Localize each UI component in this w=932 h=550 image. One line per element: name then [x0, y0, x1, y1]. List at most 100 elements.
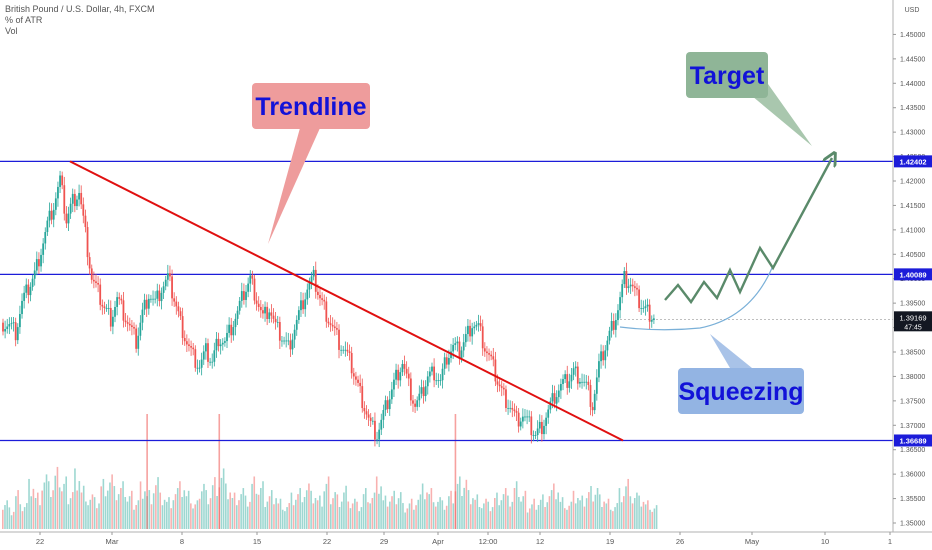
candle-body	[283, 340, 285, 342]
volume-bar	[242, 488, 245, 529]
volume-bar	[437, 501, 439, 529]
volume-bar	[198, 498, 201, 529]
candle-body	[414, 403, 416, 407]
volume-bar	[603, 501, 605, 529]
volume-bar	[555, 499, 557, 529]
volume-bar	[642, 501, 645, 529]
candle-body	[363, 408, 366, 412]
candle-body	[424, 386, 427, 397]
candle-body	[551, 393, 554, 402]
candle-body	[426, 376, 429, 387]
volume-bar	[485, 498, 487, 529]
candle-body	[80, 192, 83, 205]
atr-indicator-label: % of ATR	[5, 15, 43, 25]
volume-bar	[297, 494, 299, 529]
candle-body	[21, 300, 23, 315]
candle-body	[557, 390, 560, 398]
currency-label: USD	[905, 7, 920, 14]
candle-body	[300, 300, 302, 311]
volume-bar	[478, 507, 481, 529]
candle-body	[217, 338, 220, 347]
volume-bar	[421, 483, 424, 529]
candle-body	[367, 414, 370, 418]
candle-body	[460, 350, 463, 359]
candle-body	[384, 400, 387, 411]
volume-bar	[373, 492, 376, 529]
candle-body	[209, 361, 212, 363]
candle-body	[650, 320, 653, 322]
candle-body	[524, 416, 526, 418]
volume-bar	[104, 496, 107, 529]
volume-bar	[430, 488, 433, 529]
candle-body	[126, 322, 129, 324]
candle-body	[374, 420, 376, 440]
volume-bar	[131, 490, 133, 529]
candle-body	[513, 409, 516, 412]
x-tick-label: 8	[180, 537, 184, 546]
volume-bar	[518, 497, 520, 529]
volume-bar	[465, 479, 468, 529]
candle-body	[589, 385, 592, 407]
volume-bar	[553, 483, 555, 529]
candle-body	[488, 353, 490, 355]
level-price-label: 1.42402	[899, 157, 926, 166]
volume-bar	[362, 494, 365, 529]
volume-bar	[312, 503, 315, 529]
volume-bar	[113, 486, 116, 529]
candle-body	[207, 343, 209, 362]
candle-body	[532, 435, 535, 436]
squeezing-callout-label: Squeezing	[678, 378, 803, 406]
volume-bar	[246, 506, 249, 529]
candle-body	[422, 387, 425, 397]
candle-body	[171, 276, 173, 299]
volume-bar	[338, 507, 341, 529]
candle-body	[266, 306, 269, 319]
volume-bar	[476, 494, 479, 529]
candle-body	[458, 341, 461, 359]
candle-body	[238, 300, 241, 311]
volume-bar	[581, 495, 584, 529]
candle-body	[500, 386, 503, 388]
candle-body	[490, 354, 493, 357]
candle-body	[598, 361, 600, 378]
candle-body	[139, 322, 142, 336]
candle-body	[114, 306, 116, 317]
projection-arrow	[664, 158, 832, 305]
x-tick-label: May	[745, 537, 759, 546]
candle-body	[481, 326, 484, 349]
volume-bar	[340, 501, 343, 529]
candle-body	[405, 368, 408, 374]
candle-body	[652, 318, 655, 321]
volume-bar	[336, 494, 339, 529]
candle-body	[247, 283, 250, 292]
candle-body	[272, 315, 275, 319]
volume-bar	[117, 494, 120, 529]
volume-bar	[347, 501, 350, 529]
level-price-label: 1.40089	[899, 270, 926, 279]
volume-bar	[227, 499, 229, 529]
candle-body	[10, 323, 13, 325]
volume-bar	[496, 492, 498, 529]
candle-body	[579, 381, 581, 384]
squeeze-curve	[619, 267, 773, 331]
candle-body	[610, 320, 613, 331]
candle-body	[314, 269, 317, 292]
candle-body	[306, 289, 309, 300]
volume-bar	[249, 501, 251, 529]
volume-bar	[627, 478, 629, 529]
candle-body	[202, 351, 205, 360]
volume-bar	[524, 490, 527, 529]
volume-bar	[279, 498, 282, 529]
candle-body	[27, 284, 30, 296]
candle-body	[338, 329, 340, 350]
volume-bar	[629, 496, 632, 529]
volume-bar	[343, 492, 345, 529]
candle-body	[262, 310, 264, 314]
volume-bar	[494, 498, 496, 529]
candle-body	[646, 304, 649, 307]
volume-bar	[43, 482, 46, 529]
volume-bar	[443, 509, 446, 529]
candle-body	[378, 429, 381, 440]
volume-bar	[225, 483, 227, 529]
